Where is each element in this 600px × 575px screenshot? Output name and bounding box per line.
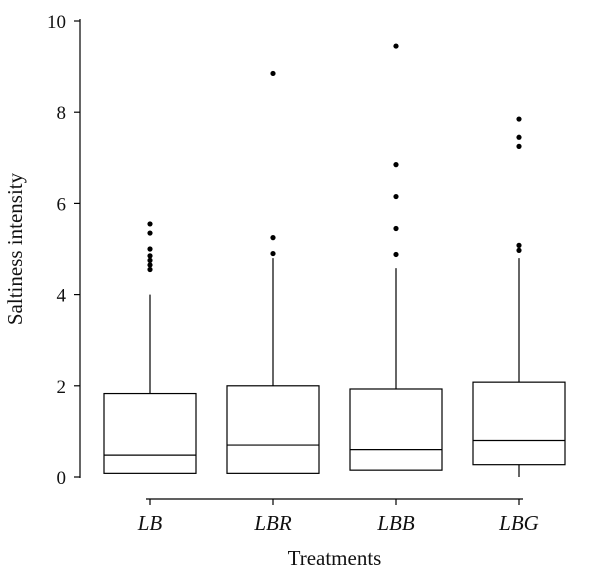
- outlier-point: [147, 221, 153, 227]
- iqr-box: [226, 385, 320, 474]
- iqr-box: [103, 392, 197, 474]
- x-tick-label-lbb: LBB: [376, 511, 415, 535]
- y-tick-label: 8: [57, 103, 67, 124]
- plot-area: [103, 43, 566, 477]
- outlier-point: [147, 266, 153, 273]
- outlier-point: [393, 225, 399, 232]
- outlier-point: [147, 262, 153, 268]
- outlier-point: [147, 257, 153, 263]
- outlier-point: [516, 242, 522, 248]
- y-tick-label: 0: [57, 468, 67, 489]
- y-axis-title: Saltiness intensity: [3, 172, 27, 325]
- x-axis: LB LBR LBB LBG: [137, 498, 539, 535]
- outlier-point: [147, 253, 153, 259]
- outlier-point: [270, 70, 276, 77]
- box-lbr: [226, 70, 320, 474]
- y-axis: 0 2 4 6 8 10: [47, 12, 81, 489]
- outlier-point: [270, 250, 276, 257]
- outlier-point: [516, 143, 522, 149]
- y-tick-label: 2: [57, 377, 67, 398]
- x-tick-label-lb: LB: [137, 511, 163, 535]
- outlier-point: [147, 230, 153, 236]
- x-tick-label-lbr: LBR: [253, 511, 292, 535]
- y-tick-label: 6: [57, 194, 67, 215]
- box-lbg: [472, 116, 566, 477]
- outlier-point: [516, 116, 522, 122]
- outlier-point: [270, 235, 276, 241]
- box-lb: [103, 221, 197, 474]
- x-axis-title: Treatments: [288, 546, 382, 570]
- outlier-point: [393, 162, 399, 168]
- outlier-point: [516, 247, 522, 253]
- outlier-point: [516, 134, 522, 140]
- iqr-box: [472, 381, 566, 466]
- outlier-point: [393, 251, 399, 258]
- iqr-box: [349, 388, 443, 471]
- x-tick-label-lbg: LBG: [498, 511, 539, 535]
- outlier-point: [393, 193, 399, 200]
- box-lbb: [349, 43, 443, 471]
- outlier-point: [393, 43, 399, 49]
- y-tick-label: 4: [57, 286, 67, 307]
- y-tick-label: 10: [47, 12, 66, 33]
- outlier-point: [147, 246, 153, 252]
